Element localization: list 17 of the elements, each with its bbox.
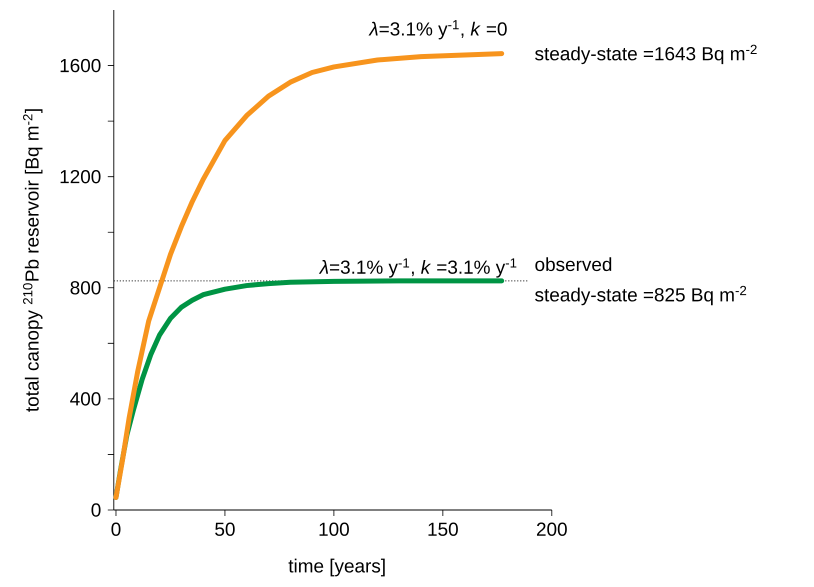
annotation: observed — [535, 257, 612, 272]
y-tick-label: 1600 — [60, 58, 101, 72]
x-tick-label: 50 — [215, 522, 235, 536]
x-tick-label: 200 — [536, 522, 567, 536]
x-tick-label: 0 — [111, 522, 120, 536]
y-tick-label: 400 — [70, 392, 101, 406]
series-label: λ=3.1% y$^{-1}$, k =3.1% y$^{-1}$ — [318, 258, 516, 278]
y-tick-label: 1200 — [60, 170, 101, 184]
y-axis-title: total canopy $^{210}$Pb reservoir [Bq m$^{-2}$] — [23, 109, 42, 412]
annotation: steady-state =825 Bq m$^{-2}$ — [535, 286, 746, 306]
y-tick-label: 800 — [70, 281, 101, 294]
x-tick-label: 100 — [320, 522, 349, 536]
x-tick-label: 150 — [428, 522, 458, 536]
annotation: steady-state =1643 Bq m$^{-2}$ — [535, 44, 757, 64]
x-axis-title: time [years] — [288, 558, 385, 576]
series-label: λ=3.1% y$^{-1}$, k =0 — [368, 20, 507, 40]
y-tick-label: 0 — [92, 503, 101, 517]
